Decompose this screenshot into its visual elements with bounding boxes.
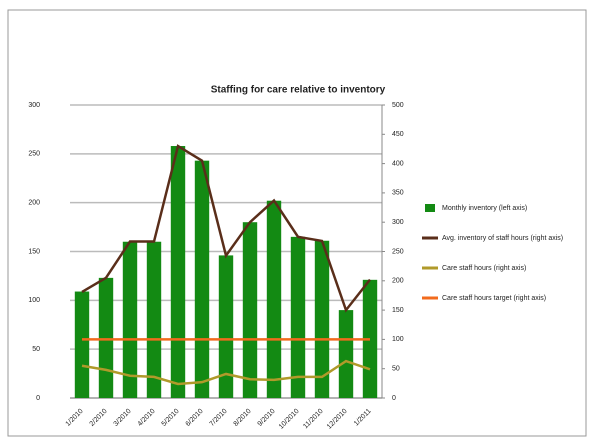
bar — [290, 236, 306, 398]
y2-tick-label: 100 — [392, 336, 404, 343]
bar — [242, 222, 258, 398]
bar — [146, 241, 162, 398]
line — [81, 144, 371, 313]
y-tick-label: 150 — [28, 248, 40, 255]
legend-label: Care staff hours target (right axis) — [442, 295, 546, 302]
bar — [170, 146, 186, 398]
legend-label: Avg. inventory of staff hours (right axi… — [442, 235, 563, 242]
y-tick-label: 300 — [28, 102, 40, 109]
y2-tick-label: 150 — [392, 307, 404, 314]
bar — [314, 240, 330, 398]
bar — [122, 241, 138, 398]
chart-title: Staffing for care relative to inventory — [211, 85, 386, 96]
y2-tick-label: 300 — [392, 219, 404, 226]
legend-swatch — [425, 204, 435, 212]
y2-tick-label: 50 — [392, 366, 400, 373]
y-tick-label: 200 — [28, 200, 40, 207]
bar — [266, 200, 282, 398]
y-tick-label: 250 — [28, 151, 40, 158]
y2-tick-label: 350 — [392, 190, 404, 197]
bar — [218, 255, 234, 398]
y2-tick-label: 400 — [392, 160, 404, 167]
legend-label: Care staff hours (right axis) — [442, 265, 526, 272]
bar — [194, 160, 210, 398]
bar — [338, 310, 354, 398]
y2-tick-label: 500 — [392, 102, 404, 109]
y2-tick-label: 450 — [392, 131, 404, 138]
y-tick-label: 100 — [28, 297, 40, 304]
line — [81, 359, 371, 386]
legend-label: Monthly inventory (left axis) — [442, 205, 527, 212]
y-tick-label: 0 — [36, 395, 40, 402]
bar — [98, 277, 114, 398]
y2-tick-label: 250 — [392, 248, 404, 255]
bar — [74, 291, 90, 398]
y2-tick-label: 200 — [392, 278, 404, 285]
y2-tick-label: 0 — [392, 395, 396, 402]
y-tick-label: 50 — [32, 346, 40, 353]
